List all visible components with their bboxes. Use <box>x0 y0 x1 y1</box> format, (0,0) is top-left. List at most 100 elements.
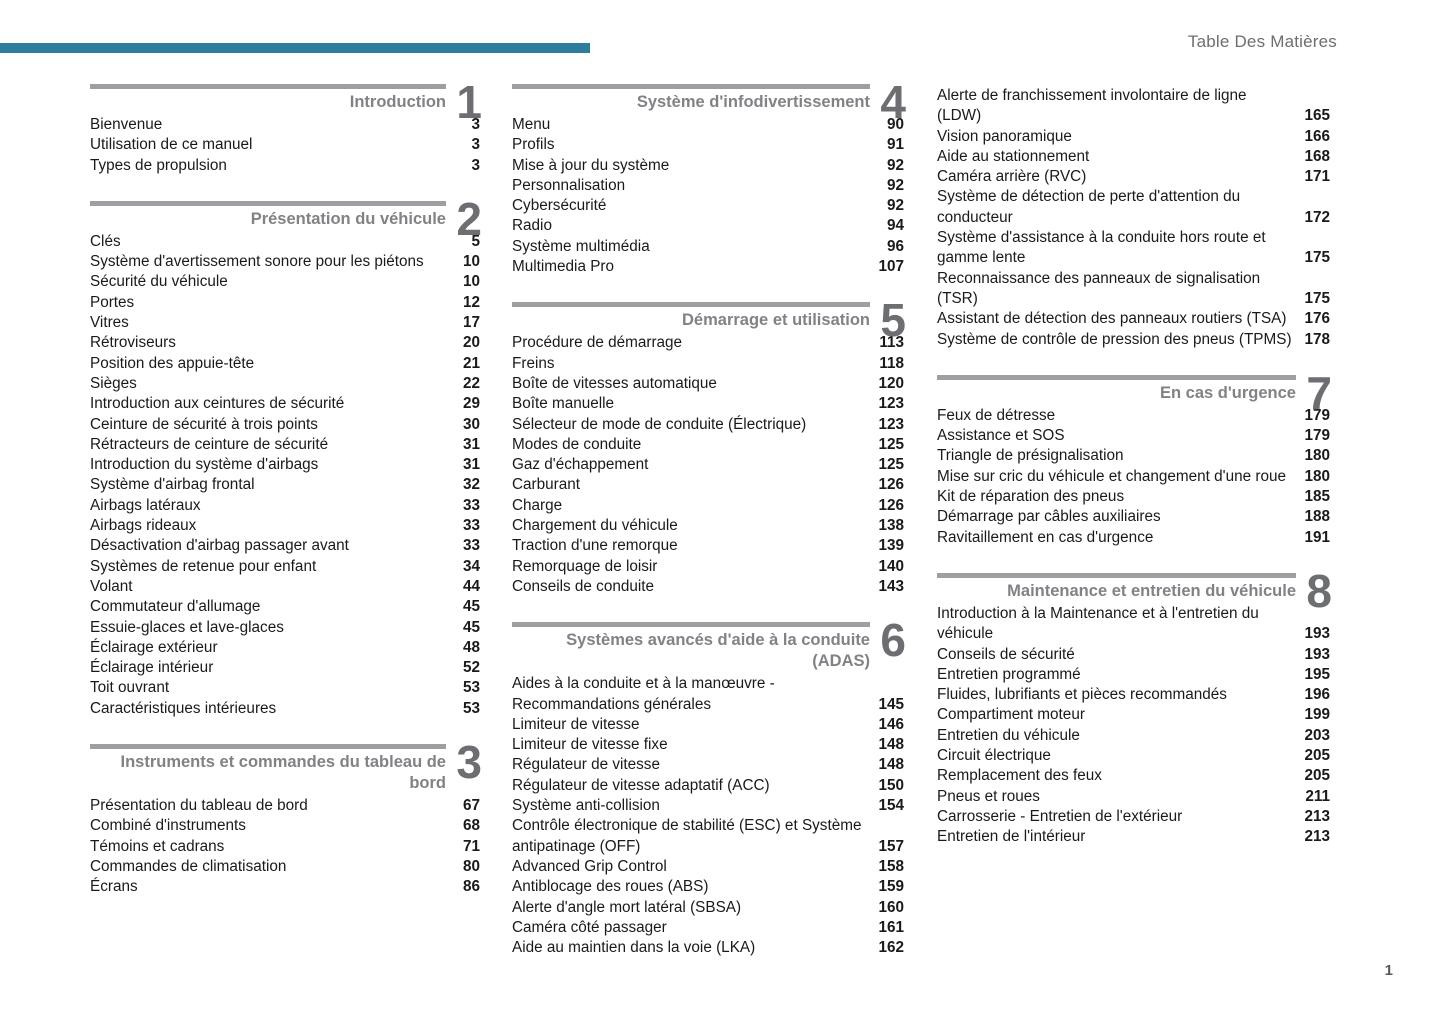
toc-entry-label: Système d'airbag frontal <box>90 476 255 494</box>
toc-entry: Alerte d'angle mort latéral (SBSA) 160 <box>512 898 904 918</box>
toc-entry-page: 161 <box>878 918 904 936</box>
toc-entry-page: 10 <box>462 253 480 271</box>
toc-entry-page: 94 <box>886 217 904 235</box>
toc-entry: Rétroviseurs 20 <box>90 333 480 353</box>
toc-entry-page: 3 <box>471 136 480 154</box>
toc-entry: Sécurité du véhicule 10 <box>90 272 480 292</box>
toc-entry-label: Airbags rideaux <box>90 517 197 535</box>
toc-entry: Fluides, lubrifiants et pièces recommand… <box>937 685 1330 705</box>
toc-entry: Introduction à la Maintenance et à l'ent… <box>937 604 1330 645</box>
toc-entry-label: Sécurité du véhicule <box>90 273 228 291</box>
toc-entry-label: Mise à jour du système <box>512 156 670 174</box>
toc-entry-page: 205 <box>1304 747 1330 765</box>
toc-entry-label: Alerte de franchissement involontaire de… <box>937 87 1247 125</box>
toc-entry: Commutateur d'allumage 45 <box>90 597 480 617</box>
toc-entry: Bienvenue 3 <box>90 115 480 135</box>
toc-entry-label: Combiné d'instruments <box>90 817 246 835</box>
toc-entry: Remorquage de loisir 140 <box>512 557 904 577</box>
section-header: Présentation du véhicule 2 <box>90 196 482 242</box>
toc-entry-page: 165 <box>1304 107 1330 125</box>
toc-entry-label: Circuit électrique <box>937 747 1051 765</box>
toc-entry-page: 113 <box>879 334 904 352</box>
toc-entry-label: Écrans <box>90 878 138 896</box>
section-entries: Alerte de franchissement involontaire de… <box>937 86 1330 350</box>
toc-entry-label: Mise sur cric du véhicule et changement … <box>937 467 1286 485</box>
toc-entry-page: 154 <box>878 797 904 815</box>
toc-entry-page: 33 <box>462 537 480 555</box>
toc-entry: Vitres 17 <box>90 313 480 333</box>
toc-entry-page: 172 <box>1304 208 1330 226</box>
section-header: En cas d'urgence 7 <box>937 370 1332 416</box>
toc-entry-label: Boîte de vitesses automatique <box>512 374 717 392</box>
toc-entry-page: 96 <box>886 237 904 255</box>
toc-entry-page: 123 <box>878 395 904 413</box>
toc-entry-label: Boîte manuelle <box>512 395 615 413</box>
toc-entry: Multimedia Pro 107 <box>512 257 904 277</box>
toc-entry-label: Introduction aux ceintures de sécurité <box>90 395 345 413</box>
toc-entry: Caméra arrière (RVC) 171 <box>937 167 1330 187</box>
toc-entry: Procédure de démarrage 113 <box>512 333 904 353</box>
toc-entry: Toit ouvrant 53 <box>90 678 480 698</box>
toc-entry-page: 158 <box>878 857 904 875</box>
toc-entry: Conseils de conduite 143 <box>512 577 904 597</box>
toc-entry-page: 145 <box>878 695 904 713</box>
toc-entry-page: 21 <box>462 354 480 372</box>
toc-entry-label: Désactivation d'airbag passager avant <box>90 537 349 555</box>
toc-entry-page: 179 <box>1304 427 1330 445</box>
section-entries: Présentation du tableau de bord 67 Combiné… <box>90 796 480 897</box>
toc-entry: Clés 5 <box>90 232 480 252</box>
toc-entry-label: Volant <box>90 577 133 595</box>
toc-entry-page: 175 <box>1304 249 1330 267</box>
toc-entry-label: Fluides, lubrifiants et pièces recommand… <box>937 686 1227 704</box>
toc-entry: Systèmes de retenue pour enfant 34 <box>90 557 480 577</box>
toc-entry-label: Limiteur de vitesse fixe <box>512 736 668 754</box>
toc-entry: Gaz d'échappement 125 <box>512 455 904 475</box>
toc-section-2: Présentation du véhicule 2 Clés 5 Système d'… <box>90 196 482 719</box>
toc-entry-page: 32 <box>462 476 480 494</box>
toc-entry: Portes 12 <box>90 293 480 313</box>
toc-entry: Airbags latéraux 33 <box>90 496 480 516</box>
section-entries: Feux de détresse 179 Assistance et SOS 179 T… <box>937 406 1330 548</box>
toc-entry-label: Antiblocage des roues (ABS) <box>512 878 709 896</box>
toc-entry-page: 30 <box>462 415 480 433</box>
toc-entry-label: Profils <box>512 136 555 154</box>
toc-entry-label: Advanced Grip Control <box>512 857 667 875</box>
toc-entry-page: 45 <box>462 618 480 636</box>
toc-entry: Sélecteur de mode de conduite (Électriqu… <box>512 415 904 435</box>
toc-entry-label: Radio <box>512 217 552 235</box>
toc-entry-page: 193 <box>1304 645 1330 663</box>
section-header: Maintenance et entretien du véhicule 8 <box>937 568 1332 614</box>
toc-entry-label: Introduction à la Maintenance et à l'ent… <box>937 604 1259 643</box>
toc-entry-label: Airbags latéraux <box>90 496 201 514</box>
toc-entry: Ceinture de sécurité à trois points 30 <box>90 415 480 435</box>
toc-entry-page: 90 <box>886 116 904 133</box>
section-entries: Bienvenue 3 Utilisation de ce manuel 3 Types… <box>90 115 480 176</box>
toc-entry-label: Entretien programmé <box>937 665 1081 683</box>
toc-entry-label: Freins <box>512 354 555 372</box>
toc-entry: Régulateur de vitesse 148 <box>512 755 904 775</box>
toc-entry: Reconnaissance des panneaux de signalisa… <box>937 269 1330 310</box>
section-title: Présentation du véhicule <box>250 209 446 228</box>
toc-entry-label: Multimedia Pro <box>512 258 615 276</box>
toc-entry-page: 146 <box>878 715 904 733</box>
toc-entry-label: Sélecteur de mode de conduite (Électriqu… <box>512 415 807 433</box>
toc-entry-label: Menu <box>512 116 551 133</box>
toc-entry-label: Compartiment moteur <box>937 706 1085 724</box>
toc-entry: Carrosserie - Entretien de l'extérieur 21… <box>937 807 1330 827</box>
toc-entry: Assistant de détection des panneaux rout… <box>937 309 1330 329</box>
toc-entry: Démarrage par câbles auxiliaires 188 <box>937 507 1330 527</box>
toc-entry-page: 48 <box>462 638 480 656</box>
toc-entry-label: Alerte d'angle mort latéral (SBSA) <box>512 898 742 916</box>
toc-entry-label: Système de détection de perte d'attentio… <box>937 188 1241 226</box>
teal-accent-bar <box>0 43 590 53</box>
section-rule <box>90 200 446 206</box>
toc-entry: Pneus et roues 211 <box>937 787 1330 807</box>
toc-entry-label: Ravitaillement en cas d'urgence <box>937 528 1154 546</box>
toc-entry: Entretien du véhicule 203 <box>937 726 1330 746</box>
toc-entry: Caractéristiques intérieures 53 <box>90 699 480 719</box>
toc-entry-page: 92 <box>886 156 904 174</box>
toc-entry-page: 33 <box>462 496 480 514</box>
toc-entry-page: 80 <box>462 857 480 875</box>
toc-entry-label: Entretien du véhicule <box>937 726 1080 744</box>
toc-entry-label: Modes de conduite <box>512 435 642 453</box>
